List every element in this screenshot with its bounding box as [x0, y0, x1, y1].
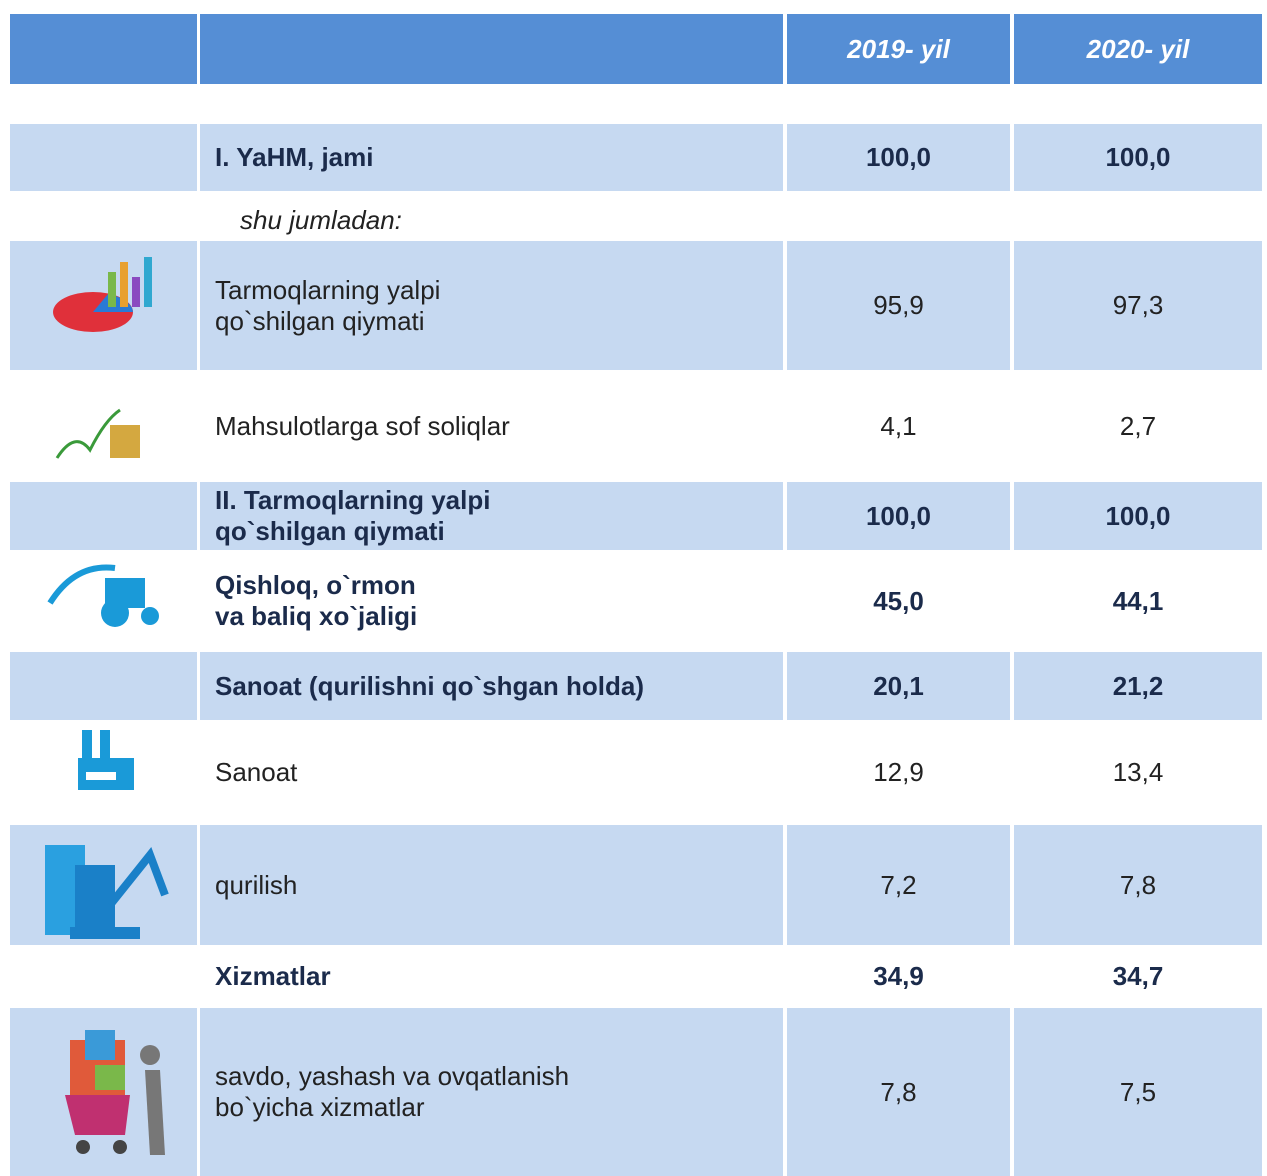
value: 100,0 — [865, 500, 932, 531]
coins-icon — [55, 408, 140, 459]
row-label: Sanoat — [200, 720, 783, 825]
chart-icon — [53, 257, 152, 332]
icon-cell — [10, 652, 197, 720]
value-cell: 100,0 — [787, 482, 1010, 550]
row-label: qurilish — [200, 825, 783, 945]
value: 2,7 — [1119, 410, 1157, 441]
label-line: Tarmoqlarning yalpi — [215, 274, 441, 305]
value: 13,4 — [1112, 757, 1164, 787]
value: 34,7 — [1112, 961, 1164, 991]
value-cell: 100,0 — [1014, 124, 1262, 191]
value: 100,0 — [865, 142, 932, 172]
value-cell: 97,3 — [1014, 241, 1262, 370]
label-line: Mahsulotlarga sof soliqlar — [215, 410, 510, 441]
value: 21,2 — [1112, 670, 1164, 701]
row-label: Mahsulotlarga sof soliqlar — [200, 370, 783, 482]
icon-cell — [10, 482, 197, 550]
header-cell — [10, 14, 197, 84]
row-label: Xizmatlar — [200, 945, 783, 1008]
header-cell: 2020- yil — [1014, 14, 1262, 84]
value-cell: 13,4 — [1014, 720, 1262, 825]
value: 12,9 — [873, 757, 924, 787]
value: 100,0 — [1105, 142, 1171, 172]
row-label: I. YaHM, jami — [200, 124, 783, 191]
value-cell: 100,0 — [787, 124, 1010, 191]
value-cell: 12,9 — [787, 720, 1010, 825]
header-cell — [200, 14, 783, 84]
value-cell: 4,1 — [787, 370, 1010, 482]
factory-icon — [78, 730, 134, 790]
label-line: va baliq xo`jaligi — [215, 601, 418, 631]
value: 34,9 — [873, 961, 924, 991]
row-label: Tarmoqlarning yalpi qo`shilgan qiymati — [200, 241, 783, 370]
header-cell: 2019- yil — [787, 14, 1010, 84]
label-line: I. YaHM, jami — [215, 142, 374, 172]
label-line: savdo, yashash va ovqatlanish — [215, 1061, 570, 1091]
row-label: Qishloq, o`rmon va baliq xo`jaligi — [200, 550, 783, 652]
value-cell: 21,2 — [1014, 652, 1262, 720]
value-cell: 7,8 — [1014, 825, 1262, 945]
row-label: Sanoat (qurilishni qo`shgan holda) — [200, 652, 783, 720]
value: 4,1 — [880, 410, 917, 441]
value-cell: 7,8 — [787, 1008, 1010, 1176]
label-line: qurilish — [215, 869, 298, 900]
tractor-icon — [47, 564, 159, 627]
value-cell: 20,1 — [787, 652, 1010, 720]
icon-cell — [10, 945, 197, 1008]
label-line: bo`yicha xizmatlar — [215, 1092, 425, 1122]
subheading-text: shu jumladan: — [240, 204, 402, 235]
label-line: qo`shilgan qiymati — [215, 305, 425, 336]
label-line: qo`shilgan qiymati — [215, 516, 445, 546]
label-line: II. Tarmoqlarning yalpi — [215, 485, 491, 515]
shopping-icon — [65, 1030, 165, 1155]
value: 44,1 — [1112, 585, 1164, 616]
value-cell: 34,7 — [1014, 945, 1262, 1008]
header-year: 2020- yil — [1086, 33, 1190, 64]
subheading: shu jumladan: — [240, 200, 402, 240]
value-cell: 2,7 — [1014, 370, 1262, 482]
value-cell: 45,0 — [787, 550, 1010, 652]
value: 20,1 — [873, 670, 924, 701]
row-label: II. Tarmoqlarning yalpi qo`shilgan qiymat… — [200, 482, 783, 550]
value-cell: 34,9 — [787, 945, 1010, 1008]
value-cell: 7,5 — [1014, 1008, 1262, 1176]
value: 97,3 — [1112, 290, 1164, 320]
value: 45,0 — [873, 585, 924, 616]
construction-icon — [45, 845, 169, 939]
value: 95,9 — [873, 290, 924, 320]
header-year: 2019- yil — [847, 33, 950, 64]
label-line: Sanoat (qurilishni qo`shgan holda) — [215, 670, 644, 701]
label-line: Qishloq, o`rmon — [215, 570, 416, 600]
value-cell: 100,0 — [1014, 482, 1262, 550]
label-line: Sanoat — [215, 757, 298, 787]
value: 7,5 — [1119, 1076, 1157, 1107]
value: 100,0 — [1105, 500, 1171, 531]
value: 7,8 — [1119, 869, 1157, 900]
value-cell: 95,9 — [787, 241, 1010, 370]
value-cell: 7,2 — [787, 825, 1010, 945]
label-line: Xizmatlar — [215, 961, 331, 991]
value: 7,8 — [880, 1076, 917, 1107]
value: 7,2 — [880, 869, 917, 900]
icon-cell — [10, 124, 197, 191]
value-cell: 44,1 — [1014, 550, 1262, 652]
row-label: savdo, yashash va ovqatlanish bo`yicha xi… — [200, 1008, 783, 1176]
